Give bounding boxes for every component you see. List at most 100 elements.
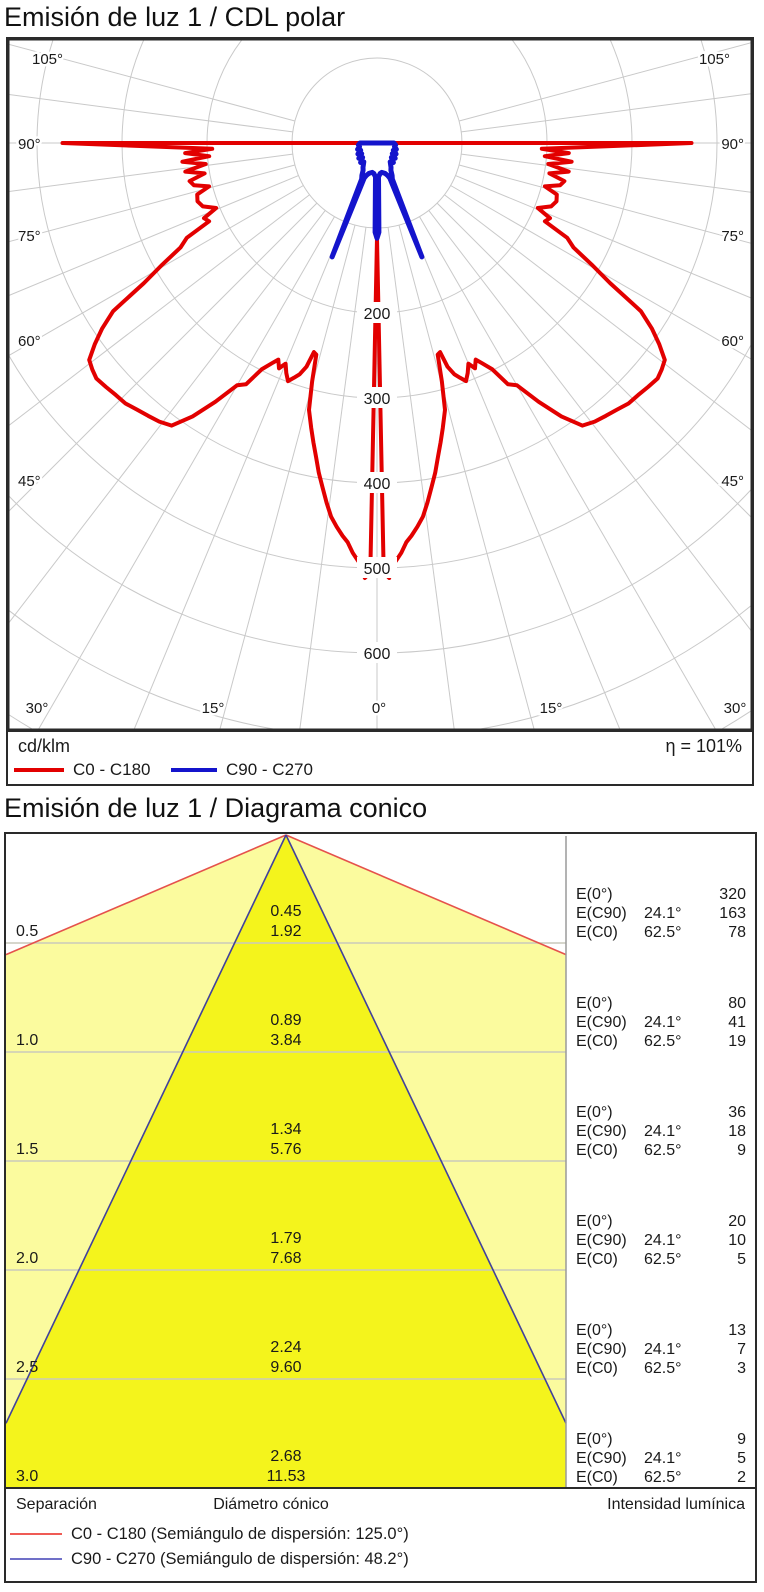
ring-label: 300 bbox=[364, 391, 391, 408]
row-e0-value: 9 bbox=[737, 1431, 746, 1448]
row-diameter-c90: 2.68 bbox=[270, 1448, 301, 1465]
ring-label-box bbox=[357, 642, 397, 663]
row-ec0-label: E(C0) bbox=[576, 1469, 618, 1486]
row-ec0-label: E(C0) bbox=[576, 1142, 618, 1159]
row-ec0-label: E(C0) bbox=[576, 1360, 618, 1377]
ring-label: 500 bbox=[364, 561, 391, 578]
row-ec0-label: E(C0) bbox=[576, 1033, 618, 1050]
row-ec90-value: 18 bbox=[728, 1123, 746, 1140]
polar-grid-spoke bbox=[398, 224, 535, 729]
footer-intensity-label: Intensidad lumínica bbox=[607, 1496, 745, 1513]
row-ec90-label: E(C90) bbox=[576, 1341, 627, 1358]
row-ec0-angle: 62.5° bbox=[644, 924, 682, 941]
angle-label-left: 75° bbox=[18, 228, 41, 245]
polar-grid-spoke bbox=[9, 153, 293, 192]
polar-grid-spoke bbox=[9, 94, 293, 133]
row-ec90-label: E(C90) bbox=[576, 1123, 627, 1140]
angle-label-left: 90° bbox=[18, 136, 41, 153]
ring-label: 200 bbox=[364, 306, 391, 323]
cone-chart-title: Emisión de luz 1 / Diagrama conico bbox=[4, 793, 428, 823]
row-ec0-angle: 62.5° bbox=[644, 1033, 682, 1050]
polar-grid-spoke bbox=[428, 210, 751, 632]
angle-label-right: 90° bbox=[721, 136, 744, 153]
polar-chart-title: Emisión de luz 1 / CDL polar bbox=[4, 2, 346, 32]
polar-grid-spoke bbox=[444, 194, 751, 431]
row-e0-label: E(0°) bbox=[576, 1322, 613, 1339]
polar-grid-spoke bbox=[419, 216, 716, 729]
polar-curve-c90-c270 bbox=[329, 140, 425, 260]
angle-label-bottom: 15° bbox=[540, 700, 563, 717]
row-ec90-angle: 24.1° bbox=[644, 1014, 682, 1031]
polar-grid-spoke bbox=[219, 224, 356, 729]
row-ec90-angle: 24.1° bbox=[644, 1341, 682, 1358]
cone-legend-item-c0: C0 - C180 (Semiángulo de dispersión: 125… bbox=[10, 1524, 409, 1544]
polar-grid-spoke bbox=[409, 221, 621, 729]
polar-grid-spoke bbox=[458, 42, 751, 122]
polar-grid-spoke bbox=[458, 164, 751, 244]
ring-label-box bbox=[357, 302, 397, 323]
row-diameter-c90: 0.45 bbox=[270, 903, 301, 920]
row-ec0-value: 2 bbox=[737, 1469, 746, 1486]
cone-c90-line-swatch bbox=[10, 1558, 62, 1560]
row-diameter-c0: 3.84 bbox=[270, 1032, 301, 1049]
row-ec0-value: 3 bbox=[737, 1360, 746, 1377]
cone-legend-label-c0: C0 - C180 (Semiángulo de dispersión: 125… bbox=[71, 1524, 409, 1543]
row-diameter-c90: 1.34 bbox=[270, 1121, 301, 1138]
row-ec90-angle: 24.1° bbox=[644, 1123, 682, 1140]
cone-line-red-right bbox=[285, 834, 567, 956]
row-e0-label: E(0°) bbox=[576, 1431, 613, 1448]
polar-grid-spoke bbox=[461, 153, 751, 193]
polar-grid-spoke bbox=[299, 227, 367, 729]
polar-grid-spoke bbox=[450, 185, 751, 360]
polar-grid-spoke bbox=[461, 93, 751, 133]
ring-label-box bbox=[357, 472, 397, 493]
angle-label-bottom: 0° bbox=[372, 700, 386, 717]
angle-label-right: 45° bbox=[721, 473, 744, 490]
row-diameter-c0: 11.53 bbox=[267, 1468, 306, 1485]
row-diameter-c90: 0.89 bbox=[270, 1012, 301, 1029]
row-ec0-value: 78 bbox=[728, 924, 746, 941]
row-ec90-angle: 24.1° bbox=[644, 905, 682, 922]
polar-grid-spoke bbox=[9, 202, 318, 512]
angle-label-bottom: 15° bbox=[202, 700, 225, 717]
row-e0-label: E(0°) bbox=[576, 1213, 613, 1230]
cone-legend-item-c90: C90 - C270 (Semiángulo de dispersión: 48… bbox=[10, 1549, 409, 1569]
row-diameter-c0: 1.92 bbox=[270, 923, 301, 940]
row-e0-value: 36 bbox=[728, 1104, 746, 1121]
row-ec90-label: E(C90) bbox=[576, 1450, 627, 1467]
row-ec90-label: E(C90) bbox=[576, 1014, 627, 1031]
row-ec90-value: 10 bbox=[728, 1232, 746, 1249]
row-diameter-c90: 1.79 bbox=[270, 1230, 301, 1247]
legend-divider bbox=[8, 730, 752, 732]
polar-grid-spoke bbox=[455, 175, 751, 299]
row-diameter-c90: 2.24 bbox=[270, 1339, 301, 1356]
angle-label-left: 45° bbox=[18, 473, 41, 490]
efficiency-label: η = 101% bbox=[665, 736, 742, 756]
row-separation-label: 2.5 bbox=[16, 1359, 38, 1376]
row-separation-label: 1.0 bbox=[16, 1032, 38, 1049]
row-ec0-label: E(C0) bbox=[576, 1251, 618, 1268]
row-ec0-angle: 62.5° bbox=[644, 1469, 682, 1486]
row-ec0-value: 5 bbox=[737, 1251, 746, 1268]
c0-line-swatch bbox=[14, 768, 64, 772]
ring-label: 600 bbox=[364, 646, 391, 663]
angle-label-right: 105° bbox=[699, 51, 730, 68]
cone-line-red-left bbox=[6, 834, 287, 956]
polar-grid-spoke bbox=[38, 216, 335, 729]
polar-grid-spoke bbox=[9, 175, 299, 296]
footer-separation-label: Separación bbox=[16, 1496, 97, 1513]
row-separation-label: 1.5 bbox=[16, 1141, 38, 1158]
row-ec90-value: 7 bbox=[737, 1341, 746, 1358]
polar-plot-border bbox=[8, 39, 752, 730]
angle-label-left: 105° bbox=[32, 51, 63, 68]
row-separation-label: 2.0 bbox=[16, 1250, 38, 1267]
row-ec90-angle: 24.1° bbox=[644, 1450, 682, 1467]
c90-line-swatch bbox=[171, 768, 217, 772]
row-ec90-value: 5 bbox=[737, 1450, 746, 1467]
row-ec90-value: 163 bbox=[719, 905, 746, 922]
angle-label-right: 60° bbox=[721, 333, 744, 350]
legend-label-c0: C0 - C180 bbox=[73, 760, 151, 779]
polar-legend: cd/klm η = 101% C0 - C180 C90 - C270 bbox=[8, 732, 752, 784]
cone-c0-line-swatch bbox=[10, 1533, 62, 1535]
